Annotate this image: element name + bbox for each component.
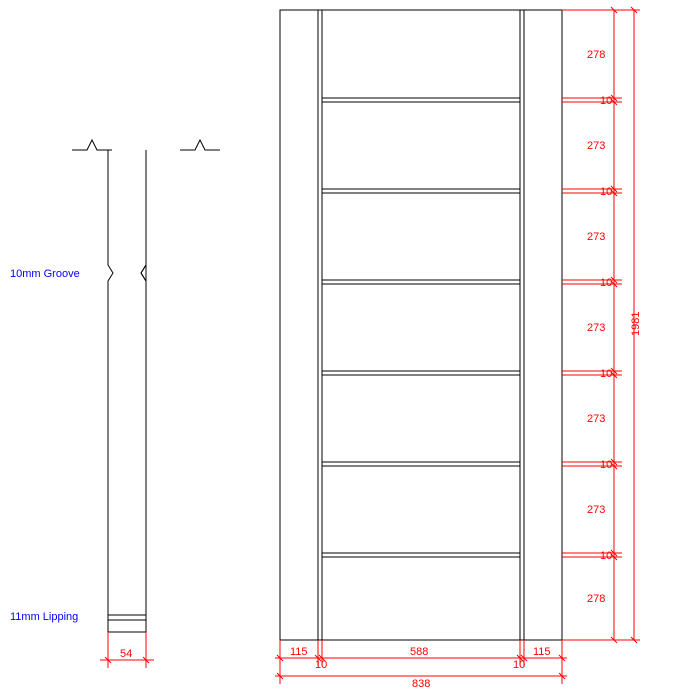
section-outline — [108, 150, 146, 632]
dim-chain-vertical: 278 10 273 10 273 10 273 10 273 10 273 1… — [562, 7, 642, 643]
svg-text:10: 10 — [600, 95, 612, 107]
svg-text:10: 10 — [600, 368, 612, 380]
svg-text:278: 278 — [587, 593, 605, 605]
overall-width-dim: 838 — [412, 678, 430, 690]
svg-text:10: 10 — [600, 459, 612, 471]
svg-text:10: 10 — [600, 277, 612, 289]
section-width-dim: 54 — [100, 632, 154, 668]
svg-text:278: 278 — [587, 49, 605, 61]
svg-text:273: 273 — [587, 231, 605, 243]
svg-text:10: 10 — [315, 659, 327, 671]
svg-text:115: 115 — [290, 646, 308, 658]
break-line-right — [180, 140, 220, 150]
front-elevation: 278 10 273 10 273 10 273 10 273 10 273 1… — [275, 7, 642, 690]
svg-text:588: 588 — [410, 646, 428, 658]
svg-text:115: 115 — [533, 646, 551, 658]
svg-text:273: 273 — [587, 322, 605, 334]
svg-text:273: 273 — [587, 140, 605, 152]
svg-text:10: 10 — [513, 659, 525, 671]
svg-text:273: 273 — [587, 413, 605, 425]
groove-label: 10mm Groove — [10, 268, 80, 280]
panel-grooves — [322, 98, 520, 557]
overall-height-dim: 1981 — [630, 312, 642, 336]
svg-text:54: 54 — [120, 648, 132, 660]
dim-chain-horizontal: 115 10 588 10 115 838 — [275, 640, 567, 690]
break-line-left — [72, 140, 112, 150]
svg-text:10: 10 — [600, 186, 612, 198]
svg-text:273: 273 — [587, 504, 605, 516]
section-view: 10mm Groove 11mm Lipping 54 — [10, 140, 220, 668]
svg-text:10: 10 — [600, 550, 612, 562]
lipping-label: 11mm Lipping — [10, 611, 78, 623]
